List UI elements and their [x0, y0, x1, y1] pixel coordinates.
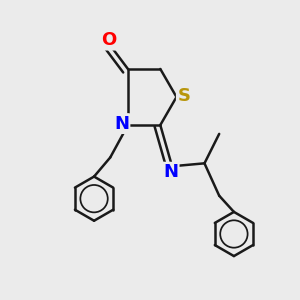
Text: S: S — [177, 86, 190, 104]
Text: N: N — [114, 115, 129, 133]
Text: N: N — [163, 163, 178, 181]
Text: O: O — [101, 31, 116, 49]
